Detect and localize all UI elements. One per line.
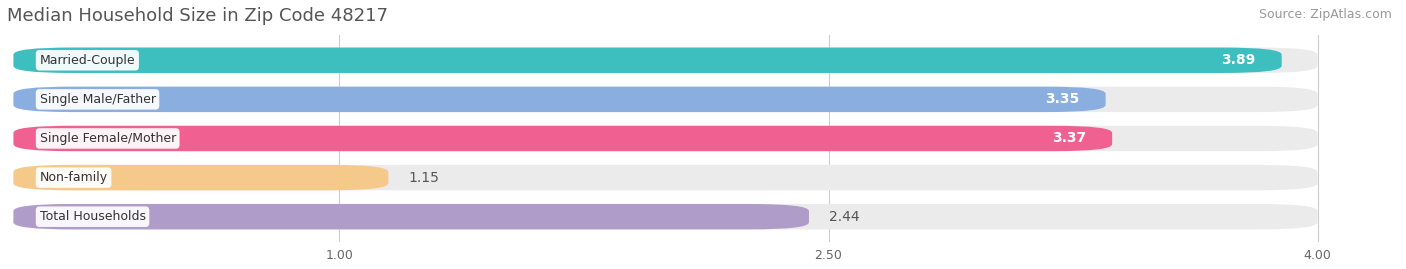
- Text: Single Male/Father: Single Male/Father: [39, 93, 156, 106]
- Text: Total Households: Total Households: [39, 210, 146, 223]
- Text: Single Female/Mother: Single Female/Mother: [39, 132, 176, 145]
- Text: Median Household Size in Zip Code 48217: Median Household Size in Zip Code 48217: [7, 7, 388, 25]
- FancyBboxPatch shape: [14, 165, 388, 190]
- Text: Source: ZipAtlas.com: Source: ZipAtlas.com: [1258, 8, 1392, 21]
- FancyBboxPatch shape: [14, 48, 1317, 73]
- Text: 3.35: 3.35: [1045, 92, 1080, 106]
- FancyBboxPatch shape: [14, 204, 1317, 229]
- FancyBboxPatch shape: [14, 204, 808, 229]
- Text: Non-family: Non-family: [39, 171, 108, 184]
- Text: 3.37: 3.37: [1052, 132, 1085, 146]
- FancyBboxPatch shape: [14, 87, 1105, 112]
- FancyBboxPatch shape: [14, 165, 1317, 190]
- FancyBboxPatch shape: [14, 48, 1282, 73]
- Text: 3.89: 3.89: [1222, 53, 1256, 67]
- Text: 1.15: 1.15: [408, 171, 439, 185]
- FancyBboxPatch shape: [14, 126, 1317, 151]
- Text: 2.44: 2.44: [828, 210, 859, 224]
- FancyBboxPatch shape: [14, 126, 1112, 151]
- Text: Married-Couple: Married-Couple: [39, 54, 135, 67]
- FancyBboxPatch shape: [14, 87, 1317, 112]
